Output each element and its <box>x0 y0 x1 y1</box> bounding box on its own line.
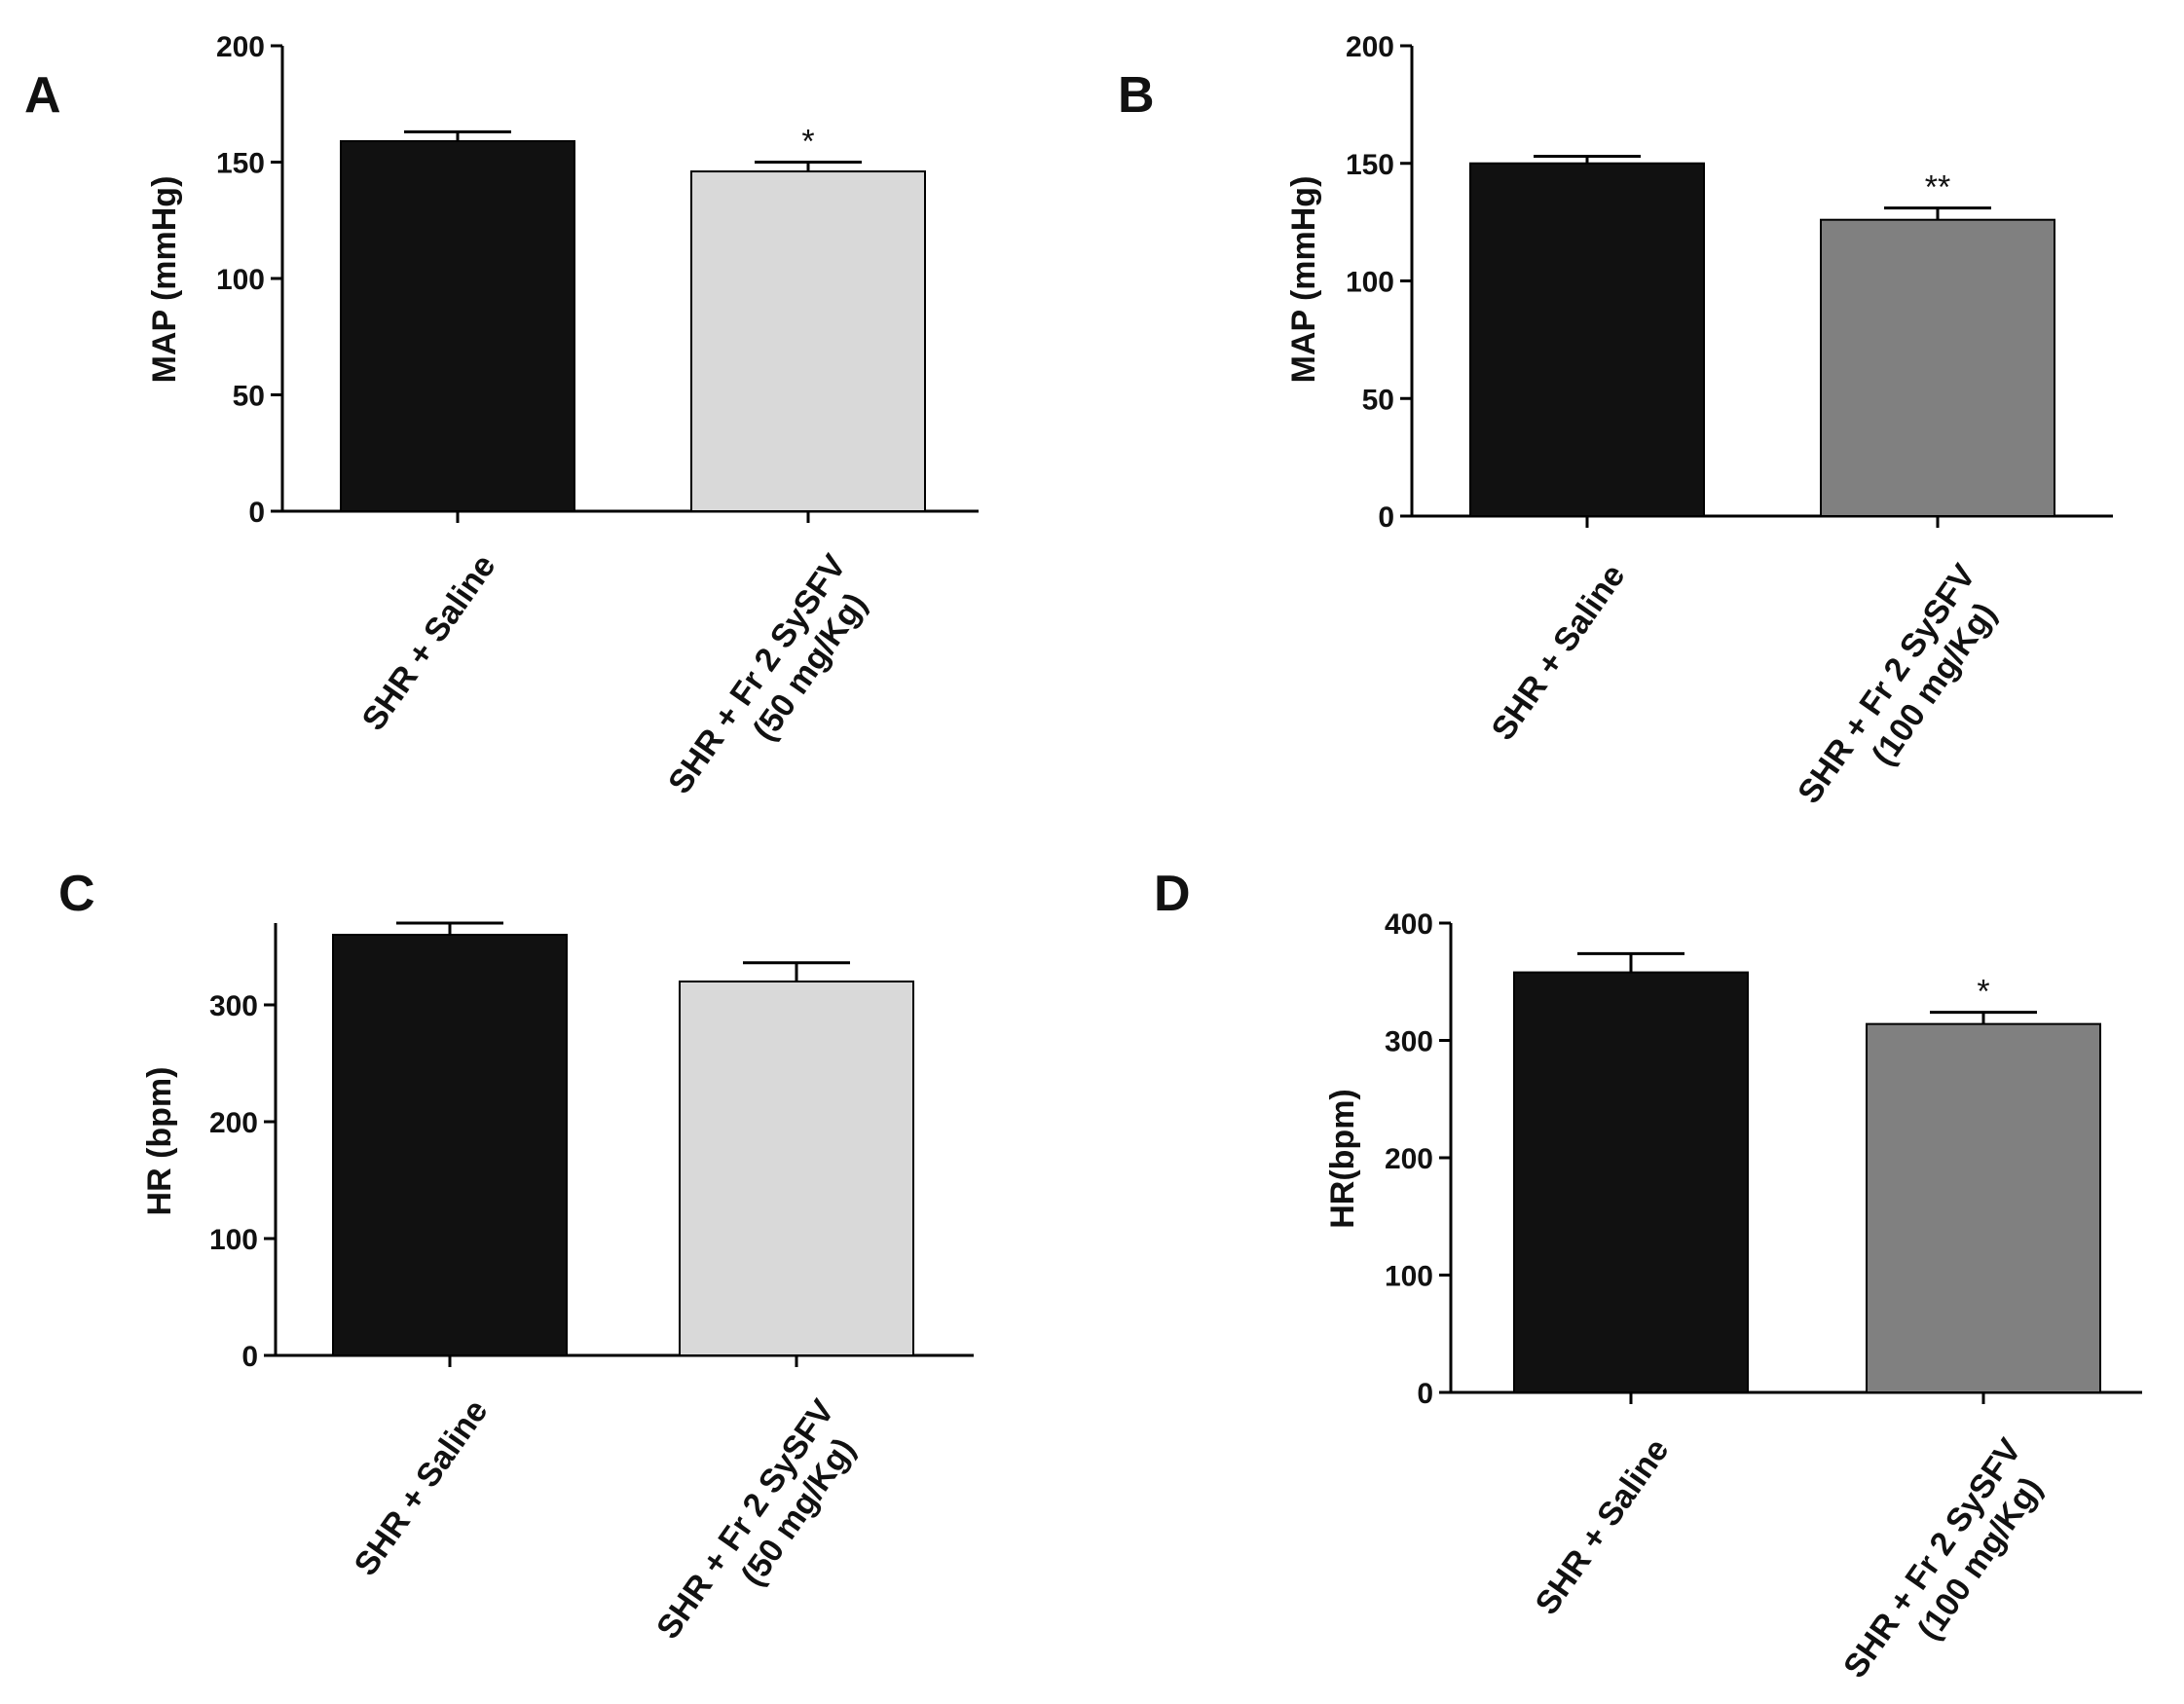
y-tick-label: 300 <box>209 990 258 1022</box>
y-tick-label: 0 <box>1378 501 1394 534</box>
bar <box>1866 1022 2101 1393</box>
bar <box>340 139 575 513</box>
bar <box>1820 218 2055 518</box>
y-tick-label: 0 <box>248 497 265 529</box>
y-tick-label: 50 <box>233 381 265 413</box>
y-tick-label: 100 <box>216 264 265 296</box>
panel-letter: C <box>58 866 95 922</box>
bar <box>1469 162 1705 517</box>
significance-marker: * <box>1977 974 1989 1011</box>
y-tick-label: 150 <box>216 148 265 180</box>
y-tick-label: 200 <box>209 1107 258 1139</box>
x-category-label: SHR + Fr 2 SySFV(100 mg/Kg) <box>1836 1432 2060 1704</box>
panel-letter: B <box>1118 67 1155 124</box>
chart-panel-b: B MAP (mmHg) 0 50 100 150 200 SHR + Saline ** SHR… <box>1118 31 2113 833</box>
y-axis-title: MAP (mmHg) <box>146 176 183 384</box>
x-category-label: SHR + Fr 2 SySFV(100 mg/Kg) <box>1791 558 2015 833</box>
y-tick-label: 100 <box>1385 1261 1433 1293</box>
y-tick-label: 100 <box>209 1224 258 1256</box>
x-category-label: SHR + Saline <box>348 1393 496 1582</box>
y-tick-label: 100 <box>1346 267 1394 299</box>
chart-panel-a: A MAP (mmHg) 0 50 100 150 200 SHR + Saline * SHR … <box>24 31 979 824</box>
chart-panel-c: C HR (bpm) 0 100 200 300 SHR + Saline SHR + Fr … <box>58 866 974 1669</box>
y-tick-label: 0 <box>1417 1378 1433 1410</box>
bar <box>679 981 914 1356</box>
bar <box>690 170 926 512</box>
x-category-label: SHR + Fr 2 SySFV(50 mg/Kg) <box>649 1393 873 1669</box>
y-tick-label: 300 <box>1385 1026 1433 1058</box>
significance-marker: ** <box>1925 169 1950 206</box>
x-category-label-line: SHR + Saline <box>348 1393 496 1582</box>
y-tick-label: 0 <box>241 1341 258 1373</box>
y-axis-title: MAP (mmHg) <box>1285 176 1322 384</box>
x-category-label-line: SHR + Saline <box>1529 1432 1677 1621</box>
y-axis-title: HR(bpm) <box>1324 1089 1361 1229</box>
x-category-label-line: SHR + Saline <box>1485 558 1633 747</box>
y-tick-label: 200 <box>216 31 265 63</box>
chart-panel-d: D HR(bpm) 0 100 200 300 400 SHR + Saline * SHR + … <box>1154 866 2142 1704</box>
x-category-label: SHR + Saline <box>1529 1432 1677 1621</box>
y-tick-label: 150 <box>1346 149 1394 181</box>
significance-marker: * <box>801 124 814 161</box>
x-category-label: SHR + Saline <box>355 548 503 737</box>
x-category-label-line: SHR + Saline <box>355 548 503 737</box>
panel-letter: D <box>1154 866 1191 922</box>
bar <box>332 934 568 1356</box>
y-tick-label: 200 <box>1346 31 1394 63</box>
bar <box>1513 971 1749 1393</box>
x-category-label: SHR + Fr 2 SySFV(50 mg/Kg) <box>661 548 885 824</box>
y-tick-label: 50 <box>1362 384 1394 416</box>
x-category-label: SHR + Saline <box>1485 558 1633 747</box>
y-axis-title: HR (bpm) <box>141 1067 178 1216</box>
y-tick-label: 400 <box>1385 908 1433 941</box>
panel-letter: A <box>24 67 61 124</box>
y-tick-label: 200 <box>1385 1143 1433 1175</box>
